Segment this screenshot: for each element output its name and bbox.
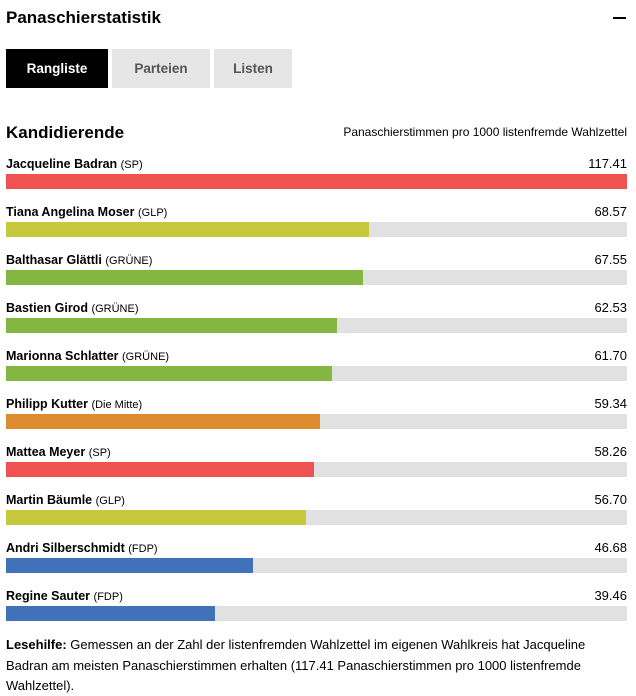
bar-track <box>6 414 627 429</box>
candidate-name: Tiana Angelina Moser <box>6 205 135 219</box>
candidate-party: (SP) <box>120 159 143 171</box>
candidate-row: Tiana Angelina Moser (GLP) 68.57 <box>6 203 627 251</box>
candidate-name: Balthasar Glättli <box>6 253 102 267</box>
reading-help-text: Gemessen an der Zahl der listenfremden W… <box>6 637 586 693</box>
candidate-row: Bastien Girod (GRÜNE) 62.53 <box>6 299 627 347</box>
candidate-label: Jacqueline Badran (SP) <box>6 157 143 171</box>
bar-track <box>6 318 627 333</box>
candidate-party: (GRÜNE) <box>105 255 153 267</box>
chart-title: Kandidierende <box>6 123 125 142</box>
candidate-label: Marionna Schlatter (GRÜNE) <box>6 349 169 363</box>
candidate-value: 68.57 <box>594 204 627 219</box>
bar-track <box>6 366 627 381</box>
candidate-name: Mattea Meyer <box>6 445 86 459</box>
candidate-party: (FDP) <box>128 543 158 555</box>
candidate-bar <box>6 222 369 237</box>
candidate-label: Bastien Girod (GRÜNE) <box>6 301 139 315</box>
candidate-name: Bastien Girod <box>6 301 88 315</box>
candidate-value: 62.53 <box>594 300 627 315</box>
bar-track <box>6 558 627 573</box>
candidate-label: Balthasar Glättli (GRÜNE) <box>6 253 152 267</box>
bar-track <box>6 606 627 621</box>
candidate-party: (FDP) <box>93 591 123 603</box>
candidate-row: Jacqueline Badran (SP) 117.41 <box>6 155 627 203</box>
candidate-label: Mattea Meyer (SP) <box>6 445 111 459</box>
chart-header: Kandidierende Panaschierstimmen pro 1000… <box>6 121 627 145</box>
candidate-label: Tiana Angelina Moser (GLP) <box>6 205 167 219</box>
candidate-label: Andri Silberschmidt (FDP) <box>6 541 158 555</box>
candidate-bar-chart: Jacqueline Badran (SP) 117.41 Tiana Angeli… <box>6 155 627 635</box>
candidate-bar <box>6 510 306 525</box>
bar-track <box>6 174 627 189</box>
tab-rangliste[interactable]: Rangliste <box>6 49 108 88</box>
candidate-name: Martin Bäumle <box>6 493 93 507</box>
candidate-name: Marionna Schlatter <box>6 349 119 363</box>
candidate-party: (GLP) <box>95 495 125 507</box>
candidate-value: 59.34 <box>594 396 627 411</box>
candidate-bar <box>6 558 253 573</box>
view-tabs: Rangliste Parteien Listen <box>6 49 292 88</box>
tab-listen[interactable]: Listen <box>214 49 292 88</box>
candidate-label: Philipp Kutter (Die Mitte) <box>6 397 142 411</box>
candidate-value: 39.46 <box>594 588 627 603</box>
candidate-row: Regine Sauter (FDP) 39.46 <box>6 587 627 635</box>
candidate-name: Andri Silberschmidt <box>6 541 125 555</box>
bar-track <box>6 270 627 285</box>
reading-help: Lesehilfe: Gemessen an der Zahl der list… <box>6 635 627 696</box>
tab-parteien[interactable]: Parteien <box>112 49 210 88</box>
candidate-row: Marionna Schlatter (GRÜNE) 61.70 <box>6 347 627 395</box>
reading-help-lead: Lesehilfe: <box>6 637 67 652</box>
candidate-party: (SP) <box>88 447 111 459</box>
candidate-party: (GRÜNE) <box>122 351 170 363</box>
bar-track <box>6 510 627 525</box>
candidate-value: 58.26 <box>594 444 627 459</box>
candidate-row: Mattea Meyer (SP) 58.26 <box>6 443 627 491</box>
candidate-value: 61.70 <box>594 348 627 363</box>
candidate-bar <box>6 606 215 621</box>
candidate-row: Andri Silberschmidt (FDP) 46.68 <box>6 539 627 587</box>
candidate-label: Regine Sauter (FDP) <box>6 589 123 603</box>
candidate-row: Philipp Kutter (Die Mitte) 59.34 <box>6 395 627 443</box>
candidate-bar <box>6 174 627 189</box>
candidate-bar <box>6 366 333 381</box>
candidate-row: Martin Bäumle (GLP) 56.70 <box>6 491 627 539</box>
candidate-bar <box>6 462 315 477</box>
candidate-value: 117.41 <box>588 156 627 171</box>
candidate-name: Philipp Kutter <box>6 397 88 411</box>
candidate-party: (GRÜNE) <box>91 303 139 315</box>
candidate-bar <box>6 318 337 333</box>
minus-icon[interactable] <box>613 17 626 19</box>
candidate-party: (Die Mitte) <box>91 399 143 411</box>
candidate-value: 67.55 <box>594 252 627 267</box>
candidate-bar <box>6 414 320 429</box>
chart-unit-label: Panaschierstimmen pro 1000 listenfremde … <box>343 125 627 139</box>
candidate-label: Martin Bäumle (GLP) <box>6 493 125 507</box>
candidate-row: Balthasar Glättli (GRÜNE) 67.55 <box>6 251 627 299</box>
candidate-value: 46.68 <box>594 540 627 555</box>
candidate-party: (GLP) <box>138 207 168 219</box>
candidate-name: Jacqueline Badran <box>6 157 118 171</box>
candidate-name: Regine Sauter <box>6 589 91 603</box>
widget-header: Panaschierstatistik <box>6 6 626 30</box>
widget-title: Panaschierstatistik <box>6 8 161 27</box>
bar-track <box>6 222 627 237</box>
bar-track <box>6 462 627 477</box>
candidate-bar <box>6 270 364 285</box>
candidate-value: 56.70 <box>594 492 627 507</box>
